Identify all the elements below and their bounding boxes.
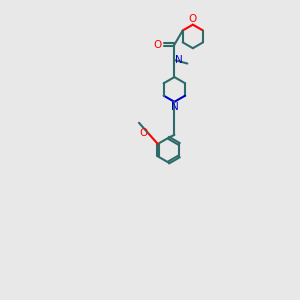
Text: O: O <box>154 40 162 50</box>
Text: N: N <box>170 103 178 112</box>
Text: O: O <box>189 14 197 24</box>
Text: N: N <box>175 55 183 65</box>
Text: O: O <box>140 128 148 138</box>
